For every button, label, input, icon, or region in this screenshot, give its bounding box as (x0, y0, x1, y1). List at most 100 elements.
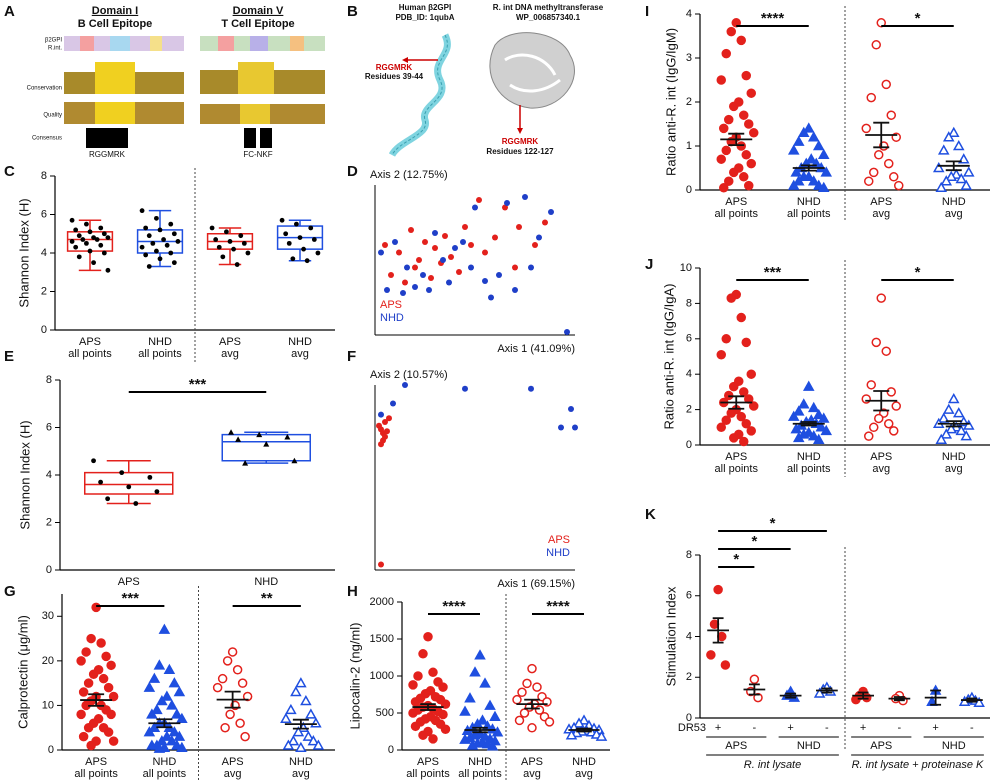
data-point (87, 229, 93, 235)
data-point (504, 200, 510, 206)
data-point (438, 682, 448, 692)
data-point (937, 412, 950, 423)
data-point (256, 431, 263, 438)
data-point (295, 741, 307, 753)
y-tick-label: 6 (41, 208, 47, 220)
data-point (787, 179, 800, 190)
data-point (161, 690, 173, 701)
x-tick-label: NHD (289, 756, 313, 768)
data-point (817, 412, 830, 423)
y-tick-label: 2000 (370, 596, 394, 608)
data-point (225, 709, 235, 720)
data-point (238, 233, 244, 239)
data-point (105, 496, 111, 502)
data-point (156, 694, 168, 706)
data-point (418, 730, 428, 740)
x-tick-label: all points (74, 768, 118, 780)
data-point (310, 717, 322, 728)
structure-id: WP_006857340.1 (516, 13, 581, 22)
data-point (84, 240, 89, 246)
consensus-text: FC-NKF (243, 150, 272, 159)
y-axis-label: Calprotectin (μg/ml) (15, 615, 30, 729)
data-point (78, 731, 89, 742)
data-point (787, 410, 800, 421)
x-tick-label: + (860, 722, 866, 734)
data-point (146, 708, 158, 719)
x-tick-label: APS (219, 336, 241, 348)
data-point (861, 123, 871, 134)
x-tick-label: all points (458, 768, 502, 780)
group-label: NHD (797, 740, 821, 752)
x-tick-label: APS (85, 756, 107, 768)
data-point (106, 660, 116, 671)
data-point (719, 183, 729, 193)
y-tick-label: 4 (686, 630, 692, 642)
data-point (558, 424, 564, 431)
data-point (305, 708, 317, 719)
data-point (285, 703, 297, 715)
group-label: APS (725, 740, 747, 752)
data-point (876, 293, 886, 303)
x-axis-label: Axis 1 (41.09%) (497, 343, 575, 355)
data-point (729, 433, 739, 443)
data-point (462, 385, 468, 392)
data-point (106, 709, 116, 720)
data-point (209, 225, 215, 231)
y-tick-label: 4 (41, 247, 47, 259)
consensus-block (244, 128, 256, 148)
y-tick-label: 500 (376, 707, 394, 719)
x-tick-label: avg (523, 768, 541, 780)
legend-label: APS (380, 299, 402, 311)
data-point (151, 703, 163, 715)
data-point (512, 287, 518, 293)
data-point (468, 242, 474, 248)
data-point (83, 722, 94, 733)
data-point (489, 710, 501, 721)
data-point (168, 726, 181, 737)
group-label: NHD (942, 740, 966, 752)
data-point (154, 489, 160, 495)
residue (218, 36, 234, 51)
x-tick-label: avg (872, 463, 890, 475)
data-point (428, 667, 438, 678)
data-point (851, 694, 861, 705)
x-tick-label: avg (291, 348, 309, 360)
data-point (422, 239, 428, 245)
data-point (146, 264, 152, 269)
data-point (81, 647, 91, 657)
data-point (746, 426, 756, 436)
data-point (382, 419, 388, 425)
data-point (947, 126, 960, 138)
data-point (792, 431, 805, 443)
data-point (891, 401, 901, 411)
y-tick-label: 2 (686, 404, 692, 416)
data-point (231, 246, 236, 252)
x-tick-label: - (970, 722, 974, 734)
data-point (392, 239, 398, 245)
structure-title: R. int DNA methyltransferase (493, 3, 604, 12)
domain-title: Domain I (92, 5, 138, 17)
data-point (146, 233, 152, 239)
significance-label: ** (261, 590, 273, 607)
residue (110, 36, 130, 51)
data-point (292, 726, 305, 737)
significance-label: * (751, 533, 757, 550)
data-point (91, 458, 96, 464)
data-point (98, 673, 109, 684)
data-point (459, 733, 471, 744)
data-point (382, 242, 388, 248)
data-point (797, 428, 810, 439)
data-point (426, 287, 432, 293)
y-tick-label: 3 (686, 52, 692, 64)
data-point (568, 406, 574, 413)
track-bar (238, 62, 274, 94)
track-label: Consensus (32, 136, 62, 142)
data-point (448, 254, 454, 260)
data-point (168, 221, 174, 227)
panel-letter: G (4, 583, 16, 600)
data-point (817, 181, 830, 193)
data-point (940, 175, 953, 186)
data-point (716, 349, 726, 360)
data-point (952, 139, 965, 151)
data-point (749, 401, 759, 411)
